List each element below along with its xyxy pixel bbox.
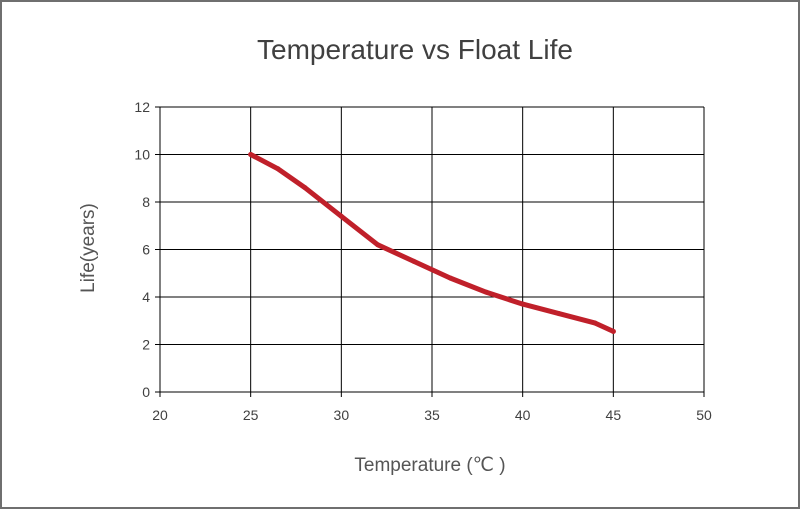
x-tick-label-35: 35 — [424, 407, 440, 423]
y-tick-label-10: 10 — [134, 147, 150, 163]
y-axis-label: Life(years) — [78, 203, 99, 293]
grid — [155, 106, 705, 397]
x-tick-label-20: 20 — [152, 407, 168, 423]
y-tick-labels: 0 2 4 6 8 10 12 — [134, 99, 150, 400]
y-tick-label-12: 12 — [134, 99, 150, 115]
data-point-0-5 — [411, 258, 417, 264]
data-point-0-4 — [375, 242, 381, 248]
data-point-0-8 — [520, 301, 526, 307]
x-axis-label: Temperature (℃ ) — [354, 455, 505, 476]
data-point-0-1 — [275, 166, 281, 172]
x-tick-label-50: 50 — [696, 407, 712, 423]
y-tick-label-0: 0 — [142, 384, 150, 400]
data-point-0-10 — [592, 320, 598, 326]
data-point-0-11 — [610, 328, 616, 334]
x-tick-label-40: 40 — [515, 407, 531, 423]
y-tick-label-2: 2 — [142, 337, 150, 353]
data-point-0-9 — [556, 311, 562, 317]
y-tick-label-6: 6 — [142, 242, 150, 258]
y-tick-label-8: 8 — [142, 194, 150, 210]
series-line-0 — [248, 152, 616, 334]
x-tick-label-45: 45 — [606, 407, 622, 423]
x-tick-label-30: 30 — [334, 407, 350, 423]
x-tick-label-25: 25 — [243, 407, 259, 423]
data-point-0-7 — [483, 289, 489, 295]
data-point-0-3 — [338, 213, 344, 219]
data-point-0-2 — [302, 185, 308, 191]
chart-title: Temperature vs Float Life — [257, 34, 573, 65]
data-point-0-0 — [248, 152, 254, 157]
x-tick-labels: 20 25 30 35 40 45 50 — [152, 407, 712, 423]
series-group — [248, 152, 616, 334]
y-tick-label-4: 4 — [142, 289, 150, 305]
data-point-0-6 — [447, 275, 453, 281]
